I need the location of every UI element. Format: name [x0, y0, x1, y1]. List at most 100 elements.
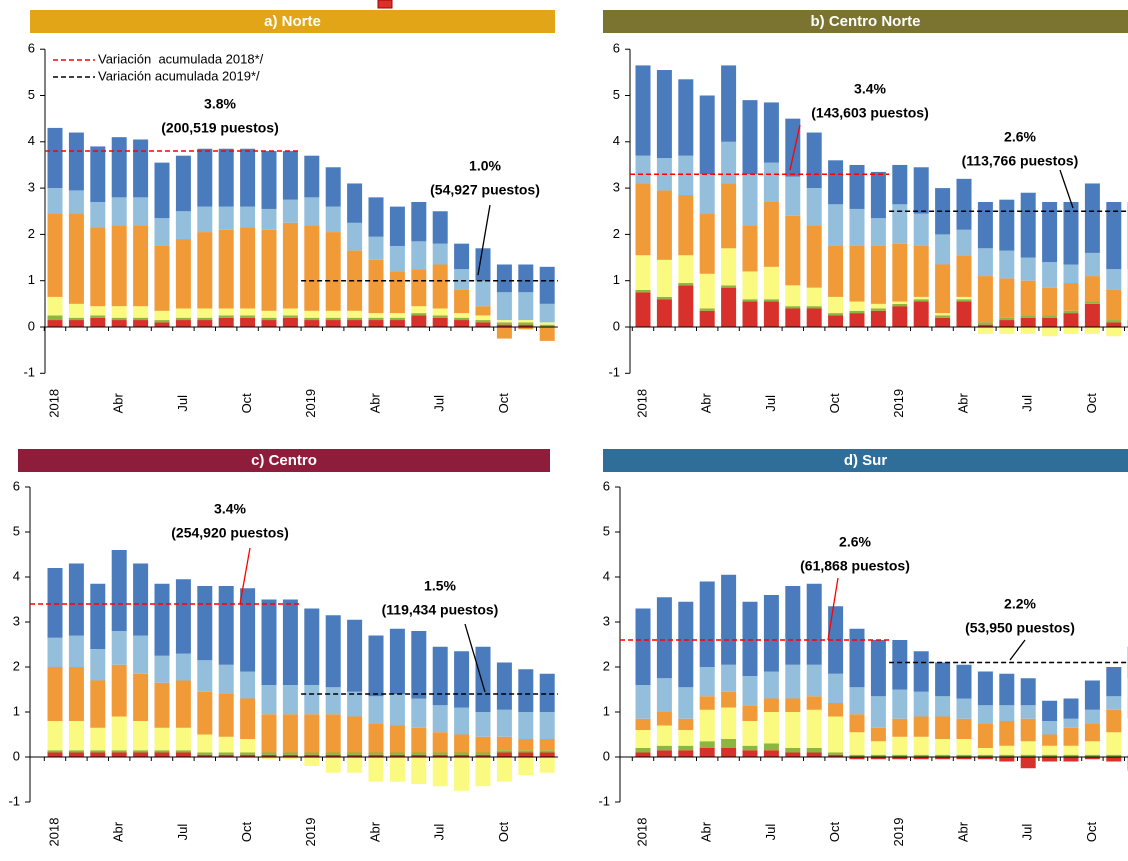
- bar-segment: [496, 736, 512, 751]
- bar-segment: [261, 310, 277, 318]
- bar-segment: [325, 317, 341, 321]
- y-tick-label: 1: [613, 272, 620, 287]
- bar-segment: [154, 245, 170, 311]
- bar-segment: [175, 653, 191, 681]
- bar-segment: [1063, 264, 1079, 284]
- bar-segment: [175, 727, 191, 751]
- bar-segment: [935, 317, 951, 327]
- bar-segment: [935, 234, 951, 265]
- bar-segment: [411, 269, 427, 307]
- bar-segment: [368, 313, 384, 318]
- bar-segment: [742, 271, 758, 300]
- bar-segment: [539, 327, 555, 341]
- x-tick-label: 2019: [303, 818, 318, 847]
- bar-segment: [454, 707, 470, 735]
- bar-segment: [389, 757, 405, 782]
- bar-segment: [1106, 289, 1122, 321]
- bar-segment: [721, 664, 737, 692]
- bar-segment: [325, 687, 341, 715]
- bar-segment: [1020, 327, 1036, 334]
- bar-segment: [175, 579, 191, 654]
- bar-segment: [956, 739, 972, 755]
- bar-segment: [999, 327, 1015, 334]
- bar-segment: [432, 315, 448, 318]
- bar-segment: [1042, 757, 1058, 762]
- bar-segment: [742, 174, 758, 226]
- bar-segment: [699, 709, 715, 742]
- bar-segment: [90, 306, 106, 316]
- bar-segment: [721, 65, 737, 142]
- bar-segment: [1042, 754, 1058, 757]
- bar-segment: [68, 213, 84, 304]
- bar-segment: [892, 754, 908, 757]
- bar-segment: [849, 245, 865, 302]
- bar-segment: [411, 752, 427, 755]
- bar-segment: [956, 229, 972, 256]
- bar-segment: [282, 757, 298, 760]
- bar-segment: [475, 752, 491, 755]
- bar-segment: [999, 673, 1015, 706]
- bar-segment: [432, 646, 448, 706]
- bar-segment: [496, 292, 512, 321]
- bar-segment: [1106, 754, 1122, 757]
- bar-segment: [1020, 754, 1036, 757]
- bar-segment: [656, 70, 672, 159]
- bar-segment: [218, 754, 234, 757]
- bar-segment: [432, 308, 448, 316]
- x-tick-label: Jul: [1020, 395, 1035, 412]
- bar-segment: [1063, 698, 1079, 719]
- bar-segment: [1084, 741, 1100, 755]
- bar-segment: [999, 199, 1015, 251]
- bar-segment: [763, 671, 779, 699]
- bar-segment: [111, 137, 127, 198]
- bar-segment: [913, 691, 929, 717]
- bar-segment: [304, 310, 320, 318]
- bar-segment: [454, 651, 470, 708]
- bar-segment: [913, 754, 929, 757]
- bar-segment: [47, 750, 63, 753]
- bar-segment: [635, 730, 651, 748]
- bar-segment: [913, 736, 929, 755]
- bar-segment: [721, 574, 737, 665]
- bar-segment: [999, 317, 1015, 321]
- bar-segment: [742, 225, 758, 272]
- bar-segment: [635, 289, 651, 293]
- bar-segment: [1042, 317, 1058, 327]
- bar-segment: [133, 317, 149, 321]
- bar-segment: [539, 757, 555, 773]
- bar-segment: [175, 308, 191, 318]
- bar-segment: [347, 691, 363, 717]
- bar-segment: [785, 308, 801, 327]
- x-tick-label: 2019: [303, 389, 318, 418]
- title-bar: [30, 10, 555, 33]
- bar-segment: [133, 320, 149, 327]
- y-tick-label: 6: [613, 41, 620, 56]
- bar-segment: [389, 628, 405, 694]
- bar-segment: [240, 317, 256, 327]
- bar-segment: [133, 752, 149, 757]
- bar-segment: [742, 601, 758, 676]
- bar-segment: [282, 599, 298, 685]
- x-tick-label: Oct: [496, 822, 511, 843]
- y-tick-label: 2: [613, 226, 620, 241]
- bar-segment: [1042, 700, 1058, 721]
- bar-segment: [870, 245, 886, 304]
- bar-segment: [282, 308, 298, 316]
- bar-segment: [977, 248, 993, 277]
- bar-segment: [763, 201, 779, 267]
- bar-segment: [763, 299, 779, 302]
- bar-segment: [325, 757, 341, 773]
- bar-segment: [1106, 667, 1122, 697]
- bar-segment: [347, 619, 363, 692]
- y-tick-label: -1: [598, 793, 610, 808]
- bar-segment: [368, 723, 384, 753]
- bar-segment: [133, 225, 149, 307]
- bar-segment: [518, 327, 534, 330]
- y-tick-label: -1: [8, 793, 20, 808]
- bar-segment: [347, 310, 363, 318]
- bar-segment: [828, 315, 844, 327]
- bar-segment: [411, 757, 427, 784]
- bar-segment: [218, 317, 234, 327]
- bar-segment: [678, 730, 694, 746]
